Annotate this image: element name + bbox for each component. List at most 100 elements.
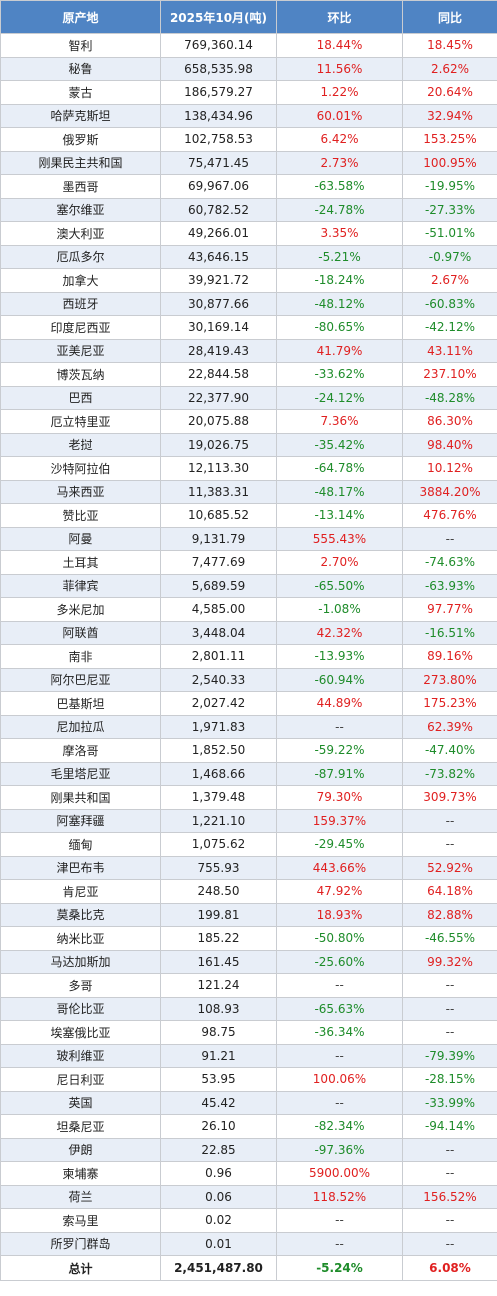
mom-cell: 42.32% <box>276 620 403 645</box>
mom-cell: 100.06% <box>276 1067 403 1092</box>
origin-cell: 莫桑比克 <box>0 902 161 927</box>
origin-cell: 土耳其 <box>0 550 161 575</box>
yoy-cell: 156.52% <box>402 1184 497 1209</box>
origin-cell: 阿联酋 <box>0 620 161 645</box>
table-row: 荷兰 0.06 118.52% 156.52% <box>0 1184 497 1209</box>
volume-cell: 0.96 <box>160 1161 277 1186</box>
volume-cell: 69,967.06 <box>160 174 277 199</box>
volume-cell: 658,535.98 <box>160 56 277 81</box>
header-row: 原产地 2025年10月(吨) 环比 同比 <box>0 0 497 34</box>
volume-cell: 2,540.33 <box>160 667 277 692</box>
mom-cell: -59.22% <box>276 738 403 763</box>
table-row: 澳大利亚 49,266.01 3.35% -51.01% <box>0 221 497 246</box>
volume-cell: 2,027.42 <box>160 691 277 716</box>
mom-cell: 118.52% <box>276 1184 403 1209</box>
table-row: 马来西亚 11,383.31 -48.17% 3884.20% <box>0 479 497 504</box>
yoy-cell: 3884.20% <box>402 479 497 504</box>
table-row: 巴西 22,377.90 -24.12% -48.28% <box>0 385 497 410</box>
origin-cell: 英国 <box>0 1090 161 1115</box>
origin-cell: 刚果共和国 <box>0 785 161 810</box>
yoy-cell: -- <box>402 1161 497 1186</box>
mom-cell: -24.12% <box>276 385 403 410</box>
table-row: 塞尔维亚 60,782.52 -24.78% -27.33% <box>0 197 497 222</box>
yoy-cell: -- <box>402 1231 497 1256</box>
origin-cell: 纳米比亚 <box>0 926 161 951</box>
table-row: 秘鲁 658,535.98 11.56% 2.62% <box>0 56 497 81</box>
table-row: 马达加斯加 161.45 -25.60% 99.32% <box>0 949 497 974</box>
origin-cell: 印度尼西亚 <box>0 315 161 340</box>
total-yoy: 6.08% <box>402 1255 497 1281</box>
mom-cell: -82.34% <box>276 1114 403 1139</box>
origin-cell: 赞比亚 <box>0 503 161 528</box>
volume-cell: 75,471.45 <box>160 150 277 175</box>
yoy-cell: 2.67% <box>402 268 497 293</box>
origin-cell: 蒙古 <box>0 80 161 105</box>
volume-cell: 11,383.31 <box>160 479 277 504</box>
mom-cell: -80.65% <box>276 315 403 340</box>
mom-cell: -65.50% <box>276 573 403 598</box>
mom-cell: 6.42% <box>276 127 403 152</box>
mom-cell: -87.91% <box>276 761 403 786</box>
table-row: 印度尼西亚 30,169.14 -80.65% -42.12% <box>0 315 497 340</box>
mom-cell: -5.21% <box>276 244 403 269</box>
yoy-cell: -27.33% <box>402 197 497 222</box>
origin-cell: 马来西亚 <box>0 479 161 504</box>
table-row: 巴基斯坦 2,027.42 44.89% 175.23% <box>0 691 497 716</box>
volume-cell: 1,971.83 <box>160 714 277 739</box>
volume-cell: 1,852.50 <box>160 738 277 763</box>
table-row: 刚果共和国 1,379.48 79.30% 309.73% <box>0 785 497 810</box>
yoy-cell: 2.62% <box>402 56 497 81</box>
table-row: 索马里 0.02 -- -- <box>0 1208 497 1233</box>
yoy-cell: -47.40% <box>402 738 497 763</box>
origin-cell: 荷兰 <box>0 1184 161 1209</box>
table-row: 埃塞俄比亚 98.75 -36.34% -- <box>0 1020 497 1045</box>
origin-cell: 肯尼亚 <box>0 879 161 904</box>
yoy-cell: 52.92% <box>402 855 497 880</box>
volume-cell: 10,685.52 <box>160 503 277 528</box>
table-row: 刚果民主共和国 75,471.45 2.73% 100.95% <box>0 150 497 175</box>
volume-cell: 186,579.27 <box>160 80 277 105</box>
origin-cell: 阿曼 <box>0 526 161 551</box>
mom-cell: -- <box>276 1043 403 1068</box>
origin-cell: 毛里塔尼亚 <box>0 761 161 786</box>
table-row: 尼日利亚 53.95 100.06% -28.15% <box>0 1067 497 1092</box>
table-row: 厄立特里亚 20,075.88 7.36% 86.30% <box>0 409 497 434</box>
origin-cell: 澳大利亚 <box>0 221 161 246</box>
yoy-cell: 20.64% <box>402 80 497 105</box>
yoy-cell: 62.39% <box>402 714 497 739</box>
origin-cell: 索马里 <box>0 1208 161 1233</box>
mom-cell: -36.34% <box>276 1020 403 1045</box>
volume-cell: 28,419.43 <box>160 338 277 363</box>
total-row: 总计 2,451,487.80 -5.24% 6.08% <box>0 1255 497 1281</box>
table-row: 博茨瓦纳 22,844.58 -33.62% 237.10% <box>0 362 497 387</box>
origin-cell: 津巴布韦 <box>0 855 161 880</box>
mom-cell: -50.80% <box>276 926 403 951</box>
volume-cell: 108.93 <box>160 996 277 1021</box>
volume-cell: 755.93 <box>160 855 277 880</box>
header-yoy: 同比 <box>402 0 497 34</box>
origin-cell: 巴西 <box>0 385 161 410</box>
mom-cell: 44.89% <box>276 691 403 716</box>
total-volume: 2,451,487.80 <box>160 1255 277 1281</box>
origin-cell: 哈萨克斯坦 <box>0 103 161 128</box>
origin-cell: 南非 <box>0 644 161 669</box>
yoy-cell: 273.80% <box>402 667 497 692</box>
volume-cell: 102,758.53 <box>160 127 277 152</box>
volume-cell: 45.42 <box>160 1090 277 1115</box>
origin-cell: 尼加拉瓜 <box>0 714 161 739</box>
mom-cell: 11.56% <box>276 56 403 81</box>
volume-cell: 248.50 <box>160 879 277 904</box>
table-row: 老挝 19,026.75 -35.42% 98.40% <box>0 432 497 457</box>
origin-cell: 坦桑尼亚 <box>0 1114 161 1139</box>
origin-cell: 伊朗 <box>0 1137 161 1162</box>
table-row: 墨西哥 69,967.06 -63.58% -19.95% <box>0 174 497 199</box>
mom-cell: -- <box>276 714 403 739</box>
volume-cell: 4,585.00 <box>160 597 277 622</box>
mom-cell: -- <box>276 1090 403 1115</box>
volume-cell: 26.10 <box>160 1114 277 1139</box>
volume-cell: 0.02 <box>160 1208 277 1233</box>
total-label: 总计 <box>0 1255 161 1281</box>
volume-cell: 769,360.14 <box>160 33 277 58</box>
table-row: 多米尼加 4,585.00 -1.08% 97.77% <box>0 597 497 622</box>
